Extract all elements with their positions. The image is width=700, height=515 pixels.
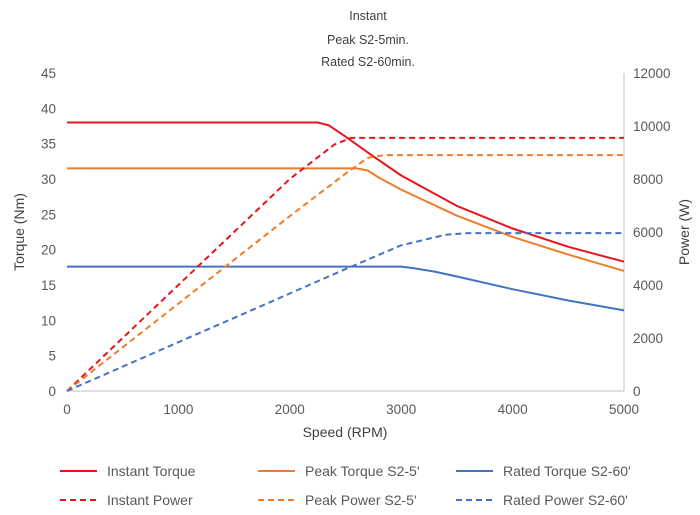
x-tick-label: 1000 [163, 402, 193, 417]
title-line-1: Instant [349, 9, 387, 23]
y-left-tick-label: 0 [48, 384, 56, 399]
series-line-5 [66, 154, 624, 392]
y-left-tick-label: 5 [48, 349, 56, 364]
x-tick-label: 0 [63, 402, 71, 417]
y-left-tick-label: 25 [41, 207, 56, 222]
legend-label-1: Instant Torque [107, 463, 196, 479]
x-tick-label: 4000 [498, 402, 528, 417]
series-line-4 [66, 136, 624, 392]
legend-label-5: Peak Power S2-5' [305, 492, 417, 508]
y-right-tick-label: 6000 [633, 225, 663, 240]
y-right-tick-label: 2000 [633, 331, 663, 346]
series-lines [66, 121, 625, 392]
y-left-tick-label: 40 [41, 101, 56, 116]
series-line-2 [67, 167, 625, 272]
legend-label-2: Peak Torque S2-5' [305, 463, 420, 479]
legend-label-3: Rated Torque S2-60' [503, 463, 631, 479]
y-left-tick-label: 45 [41, 66, 56, 81]
y-left-tick-label: 20 [41, 243, 56, 258]
y-left-tick-label: 10 [41, 313, 56, 328]
x-axis-title: Speed (RPM) [303, 424, 388, 440]
series-line-3 [67, 265, 625, 312]
y-left-axis-title: Torque (Nm) [11, 193, 27, 271]
y-right-axis-title: Power (W) [676, 199, 692, 265]
y-right-tick-label: 10000 [633, 119, 671, 134]
y-right-tick-label: 4000 [633, 278, 663, 293]
series-line-6 [66, 232, 624, 392]
y-left-tick-label: 15 [41, 278, 56, 293]
tick-labels: 0 1000 2000 3000 4000 5000 0 5 10 15 20 25 30 35 40 45 0… [41, 66, 671, 417]
title-line-3: Rated S2-60min. [321, 55, 415, 69]
y-right-tick-label: 12000 [633, 66, 671, 81]
y-left-tick-label: 30 [41, 172, 56, 187]
y-left-tick-label: 35 [41, 137, 56, 152]
x-tick-label: 5000 [609, 402, 639, 417]
series-line-1 [67, 121, 625, 263]
axes [67, 73, 625, 392]
y-right-tick-label: 0 [633, 384, 641, 399]
legend-label-6: Rated Power S2-60' [503, 492, 628, 508]
chart-title: Instant Peak S2-5min. Rated S2-60min. [321, 9, 415, 69]
x-tick-label: 2000 [275, 402, 305, 417]
legend-label-4: Instant Power [107, 492, 193, 508]
y-right-tick-label: 8000 [633, 172, 663, 187]
legend: Instant Torque Peak Torque S2-5' Rated Tor… [60, 463, 631, 508]
title-line-2: Peak S2-5min. [327, 33, 409, 47]
x-tick-label: 3000 [386, 402, 416, 417]
